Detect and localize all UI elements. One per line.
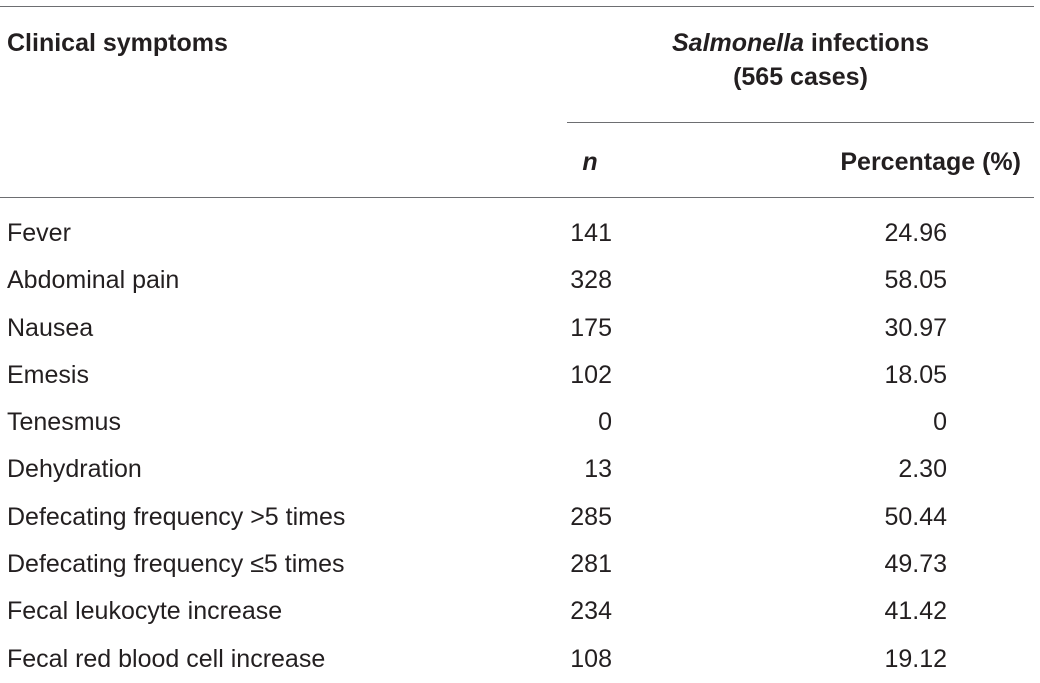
- percentage-cell: 0: [933, 408, 947, 437]
- percentage-cell: 49.73: [884, 550, 947, 579]
- table-row: Nausea 175 30.97: [0, 305, 1040, 352]
- percentage-cell: 50.44: [884, 502, 947, 531]
- table-row: Abdominal pain 328 58.05: [0, 257, 1040, 304]
- header-group-cases: (565 cases): [733, 63, 868, 91]
- n-cell: 102: [570, 360, 612, 389]
- symptom-cell: Emesis: [7, 360, 89, 389]
- table-top-rule: [0, 6, 1034, 7]
- n-cell: 234: [570, 597, 612, 626]
- header-n: n: [582, 148, 598, 176]
- n-cell: 175: [570, 313, 612, 342]
- n-cell: 108: [570, 644, 612, 673]
- header-bottom-rule: [0, 197, 1034, 198]
- symptom-cell: Fecal red blood cell increase: [7, 644, 326, 673]
- header-percentage: Percentage (%): [840, 148, 1021, 176]
- symptom-cell: Tenesmus: [7, 408, 121, 437]
- header-group-rest: infections: [803, 29, 929, 57]
- table-row: Defecating frequency ≤5 times 281 49.73: [0, 541, 1040, 588]
- percentage-cell: 24.96: [884, 219, 947, 247]
- percentage-cell: 18.05: [884, 360, 947, 389]
- symptom-cell: Fever: [7, 219, 71, 247]
- symptom-cell: Defecating frequency ≤5 times: [7, 550, 345, 579]
- percentage-cell: 41.42: [884, 597, 947, 626]
- n-cell: 141: [570, 219, 612, 247]
- n-cell: 13: [584, 455, 612, 484]
- percentage-cell: 30.97: [884, 313, 947, 342]
- n-cell: 0: [598, 408, 612, 437]
- n-cell: 285: [570, 502, 612, 531]
- header-group-title: Salmonella infections: [567, 26, 1034, 60]
- symptom-cell: Defecating frequency >5 times: [7, 502, 346, 531]
- table-body: Fever 141 24.96 Abdominal pain 328 58.05 Nause…: [0, 210, 1040, 683]
- symptom-cell: Fecal leukocyte increase: [7, 597, 283, 626]
- percentage-cell: 2.30: [898, 455, 947, 484]
- symptom-cell: Abdominal pain: [7, 266, 180, 295]
- table-row: Tenesmus 0 0: [0, 399, 1040, 446]
- symptom-cell: Dehydration: [7, 455, 142, 484]
- group-header-rule: [567, 122, 1034, 123]
- header-group-italic: Salmonella: [671, 29, 804, 57]
- table-row: Dehydration 13 2.30: [0, 446, 1040, 493]
- table-row: Fever 141 24.96: [0, 210, 1040, 257]
- header-salmonella-infections: Salmonella infections (565 cases): [567, 26, 1034, 94]
- table-row: Emesis 102 18.05: [0, 352, 1040, 399]
- percentage-cell: 19.12: [884, 644, 947, 673]
- symptom-cell: Nausea: [7, 313, 94, 342]
- n-cell: 281: [570, 550, 612, 579]
- n-cell: 328: [570, 266, 612, 295]
- table-row: Fecal red blood cell increase 108 19.12: [0, 636, 1040, 683]
- table-row: Fecal leukocyte increase 234 41.42: [0, 588, 1040, 635]
- table-row: Defecating frequency >5 times 285 50.44: [0, 494, 1040, 541]
- header-clinical-symptoms: Clinical symptoms: [7, 29, 228, 57]
- percentage-cell: 58.05: [884, 266, 947, 295]
